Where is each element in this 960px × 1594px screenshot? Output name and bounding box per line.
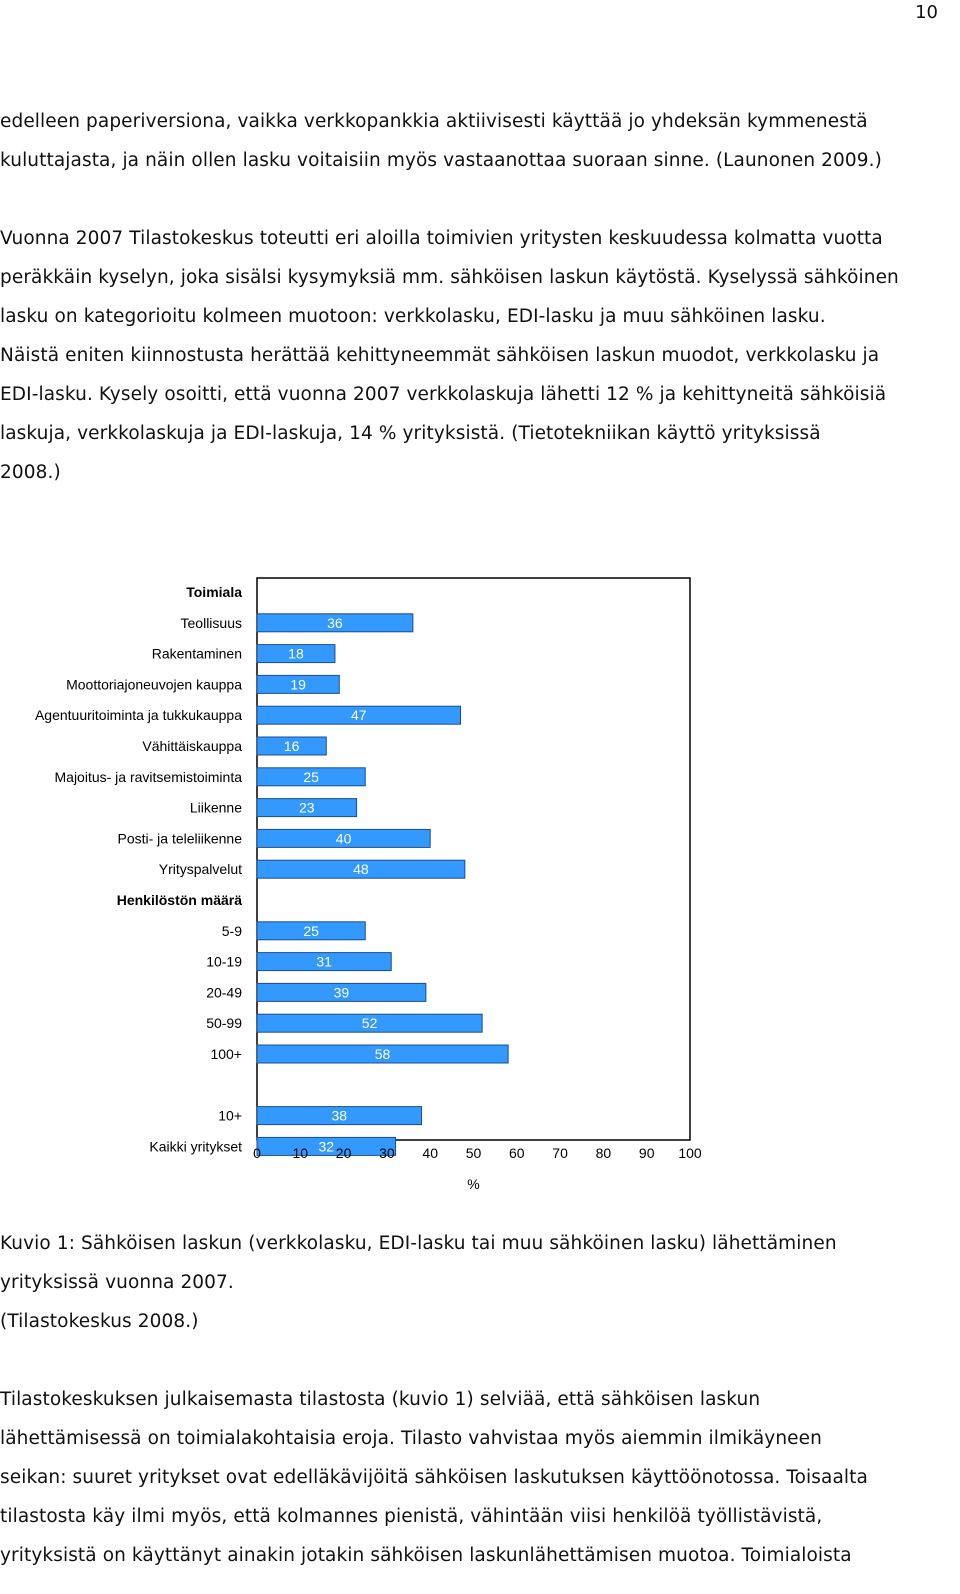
bar xyxy=(256,644,336,664)
bar-value-label: 36 xyxy=(327,615,343,631)
paragraph-2: Vuonna 2007 Tilastokeskus toteutti eri a… xyxy=(0,219,960,492)
x-tick-label: 80 xyxy=(596,1145,612,1161)
page-number: 10 xyxy=(915,2,938,23)
paragraph-1: edelleen paperiversiona, vaikka verkkopa… xyxy=(0,102,960,180)
x-tick-label: 20 xyxy=(336,1145,352,1161)
bar xyxy=(256,921,366,941)
bar xyxy=(256,1044,509,1064)
category-label: 5-9 xyxy=(222,923,242,939)
bar-value-label: 23 xyxy=(299,800,315,816)
text-line: laskuja, verkkolaskuja ja EDI-laskuja, 1… xyxy=(0,423,821,444)
bar xyxy=(256,1013,483,1033)
category-label: 10+ xyxy=(218,1108,242,1124)
text-line: EDI-lasku. Kysely osoitti, että vuonna 2… xyxy=(0,384,887,405)
bar-value-label: 25 xyxy=(303,923,319,939)
category-label: 10-19 xyxy=(206,954,242,970)
text-line: lähettämisessä on toimialakohtaisia eroj… xyxy=(0,1428,822,1449)
bar xyxy=(256,952,392,972)
category-label: Moottoriajoneuvojen kauppa xyxy=(66,676,242,692)
text-line: yrityksistä on käyttänyt ainakin jotakin… xyxy=(0,1545,852,1566)
bar xyxy=(256,674,340,694)
text-line: tilastosta käy ilmi myös, että kolmannes… xyxy=(0,1506,823,1527)
bar xyxy=(256,1136,397,1156)
category-label: Posti- ja teleliikenne xyxy=(117,830,242,846)
x-tick-label: 100 xyxy=(678,1145,702,1161)
bar-value-label: 38 xyxy=(331,1108,347,1124)
bar-value-label: 39 xyxy=(334,984,350,1000)
category-label: Majoitus- ja ravitsemistoiminta xyxy=(55,769,243,785)
bar xyxy=(256,859,466,879)
bar xyxy=(256,982,427,1002)
bar-value-label: 18 xyxy=(288,646,304,662)
category-label: Liikenne xyxy=(190,800,242,816)
bar-value-label: 40 xyxy=(336,830,352,846)
x-tick-label: 30 xyxy=(379,1145,395,1161)
caption-line: yrityksissä vuonna 2007. xyxy=(0,1272,234,1293)
bar xyxy=(256,798,358,818)
text-line: Näistä eniten kiinnostusta herättää kehi… xyxy=(0,345,880,366)
bar xyxy=(256,613,414,633)
x-tick-label: 10 xyxy=(293,1145,309,1161)
caption-line: Kuvio 1: Sähköisen laskun (verkkolasku, … xyxy=(0,1233,837,1254)
caption-line: (Tilastokeskus 2008.) xyxy=(0,1311,199,1332)
bar xyxy=(256,767,366,787)
category-label: Vähittäiskauppa xyxy=(142,738,242,754)
bar-value-label: 58 xyxy=(375,1046,391,1062)
category-label: Yrityspalvelut xyxy=(159,861,242,877)
bar-value-label: 48 xyxy=(353,861,369,877)
category-group-header: Toimiala xyxy=(186,584,242,600)
text-line: 2008.) xyxy=(0,462,61,483)
text-line: peräkkäin kyselyn, joka sisälsi kysymyks… xyxy=(0,267,899,288)
bar-chart: Toimiala Teollisuus 36 Rakentaminen 18 Mootto… xyxy=(35,577,702,1192)
category-label: 100+ xyxy=(210,1046,242,1062)
category-group-header: Henkilöstön määrä xyxy=(117,892,242,908)
category-label: Agentuuritoiminta ja tukkukauppa xyxy=(35,707,242,723)
x-tick-label: 0 xyxy=(253,1145,261,1161)
text-line: lasku on kategorioitu kolmeen muotoon: v… xyxy=(0,306,826,327)
category-label: Kaikki yritykset xyxy=(149,1138,242,1154)
category-label: 50-99 xyxy=(206,1015,242,1031)
text-line: seikan: suuret yritykset ovat edelläkävi… xyxy=(0,1467,868,1488)
bar-value-label: 25 xyxy=(303,769,319,785)
bar-value-label: 31 xyxy=(316,954,332,970)
bar-value-label: 19 xyxy=(290,676,306,692)
category-label: Teollisuus xyxy=(181,615,242,631)
x-axis-label: % xyxy=(467,1176,479,1192)
bar-value-label: 16 xyxy=(284,738,300,754)
paragraph-3: Tilastokeskuksen julkaisemasta tilastost… xyxy=(0,1380,960,1575)
text-line: Tilastokeskuksen julkaisemasta tilastost… xyxy=(0,1389,761,1410)
bar xyxy=(256,736,327,756)
category-label: 20-49 xyxy=(206,984,242,1000)
bar-value-label: 32 xyxy=(318,1138,334,1154)
bar-value-label: 52 xyxy=(362,1015,378,1031)
x-tick-label: 90 xyxy=(639,1145,655,1161)
x-tick-label: 40 xyxy=(422,1145,438,1161)
category-label: Rakentaminen xyxy=(152,646,242,662)
bar xyxy=(256,705,462,725)
bar xyxy=(256,1106,423,1126)
figure-caption: Kuvio 1: Sähköisen laskun (verkkolasku, … xyxy=(0,1224,960,1341)
bar xyxy=(256,828,431,848)
bar-value-label: 47 xyxy=(351,707,367,723)
text-line: kuluttajasta, ja näin ollen lasku voitai… xyxy=(0,150,882,171)
text-line: Vuonna 2007 Tilastokeskus toteutti eri a… xyxy=(0,228,883,249)
x-tick-label: 60 xyxy=(509,1145,525,1161)
x-tick-label: 70 xyxy=(552,1145,568,1161)
text-line: edelleen paperiversiona, vaikka verkkopa… xyxy=(0,111,868,132)
x-tick-label: 50 xyxy=(466,1145,482,1161)
